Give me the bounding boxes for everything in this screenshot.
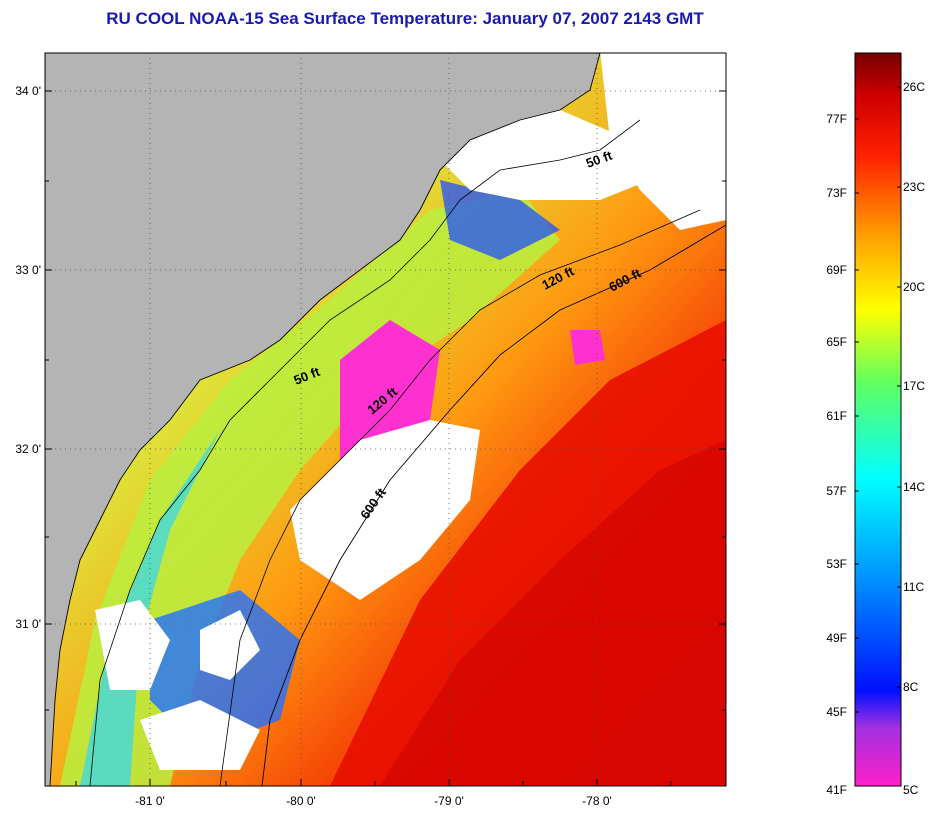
colorbar-f-45: 45F	[826, 705, 847, 719]
cloud-north	[440, 110, 650, 200]
colorbar-f-49: 49F	[826, 631, 847, 645]
cold-pocket	[340, 320, 440, 470]
lat-label-34: 34 0'	[15, 84, 41, 98]
lon-label-81: -81 0'	[135, 794, 165, 808]
lat-label-31: 31 0'	[15, 617, 41, 631]
isobath-50ft	[89, 119, 641, 786]
coastline	[49, 53, 601, 786]
land	[45, 53, 600, 786]
colorbar-c-26: 26C	[903, 80, 925, 94]
colorbar-scale	[855, 53, 901, 786]
isobath-600ft	[261, 224, 726, 786]
lat-label-33: 33 0'	[15, 263, 41, 277]
colorbar-f-53: 53F	[826, 557, 847, 571]
colorbar-f-77: 77F	[826, 112, 847, 126]
colorbar-c-14: 14C	[903, 480, 925, 494]
colorbar-f-73: 73F	[826, 186, 847, 200]
lon-label-79: -79 0'	[434, 794, 464, 808]
map-frame	[44, 52, 727, 787]
isobath-120ft	[219, 209, 701, 786]
lon-label-78: -78 0'	[582, 794, 612, 808]
lat-ticks	[45, 90, 726, 711]
colorbar-c-11: 11C	[903, 580, 924, 594]
lat-label-32: 32 0'	[15, 442, 41, 456]
colorbar-f-41: 41F	[826, 783, 847, 797]
cloud-northeast	[600, 53, 726, 230]
colorbar-c-23: 23C	[903, 180, 925, 194]
lon-ticks	[75, 779, 672, 786]
colorbar-c-5: 5C	[903, 783, 919, 797]
colorbar-f-69: 69F	[826, 263, 847, 277]
colorbar-c-20: 20C	[903, 280, 925, 294]
lon-label-80: -80 0'	[286, 794, 316, 808]
colorbar-frame	[854, 52, 902, 787]
colorbar-ticks	[855, 86, 901, 713]
colorbar-f-65: 65F	[826, 335, 847, 349]
colorbar-f-61: 61F	[826, 409, 847, 423]
cloud-center	[290, 420, 480, 600]
colorbar-c-17: 17C	[903, 379, 925, 393]
map-title: RU COOL NOAA-15 Sea Surface Temperature:…	[106, 9, 704, 28]
colorbar-f-57: 57F	[826, 484, 847, 498]
map-grid	[45, 53, 726, 786]
colorbar-c-8: 8C	[903, 680, 919, 694]
sst-map: 50 ft 120 ft 600 ft 50 ft 120 ft 600 ft	[45, 53, 726, 786]
